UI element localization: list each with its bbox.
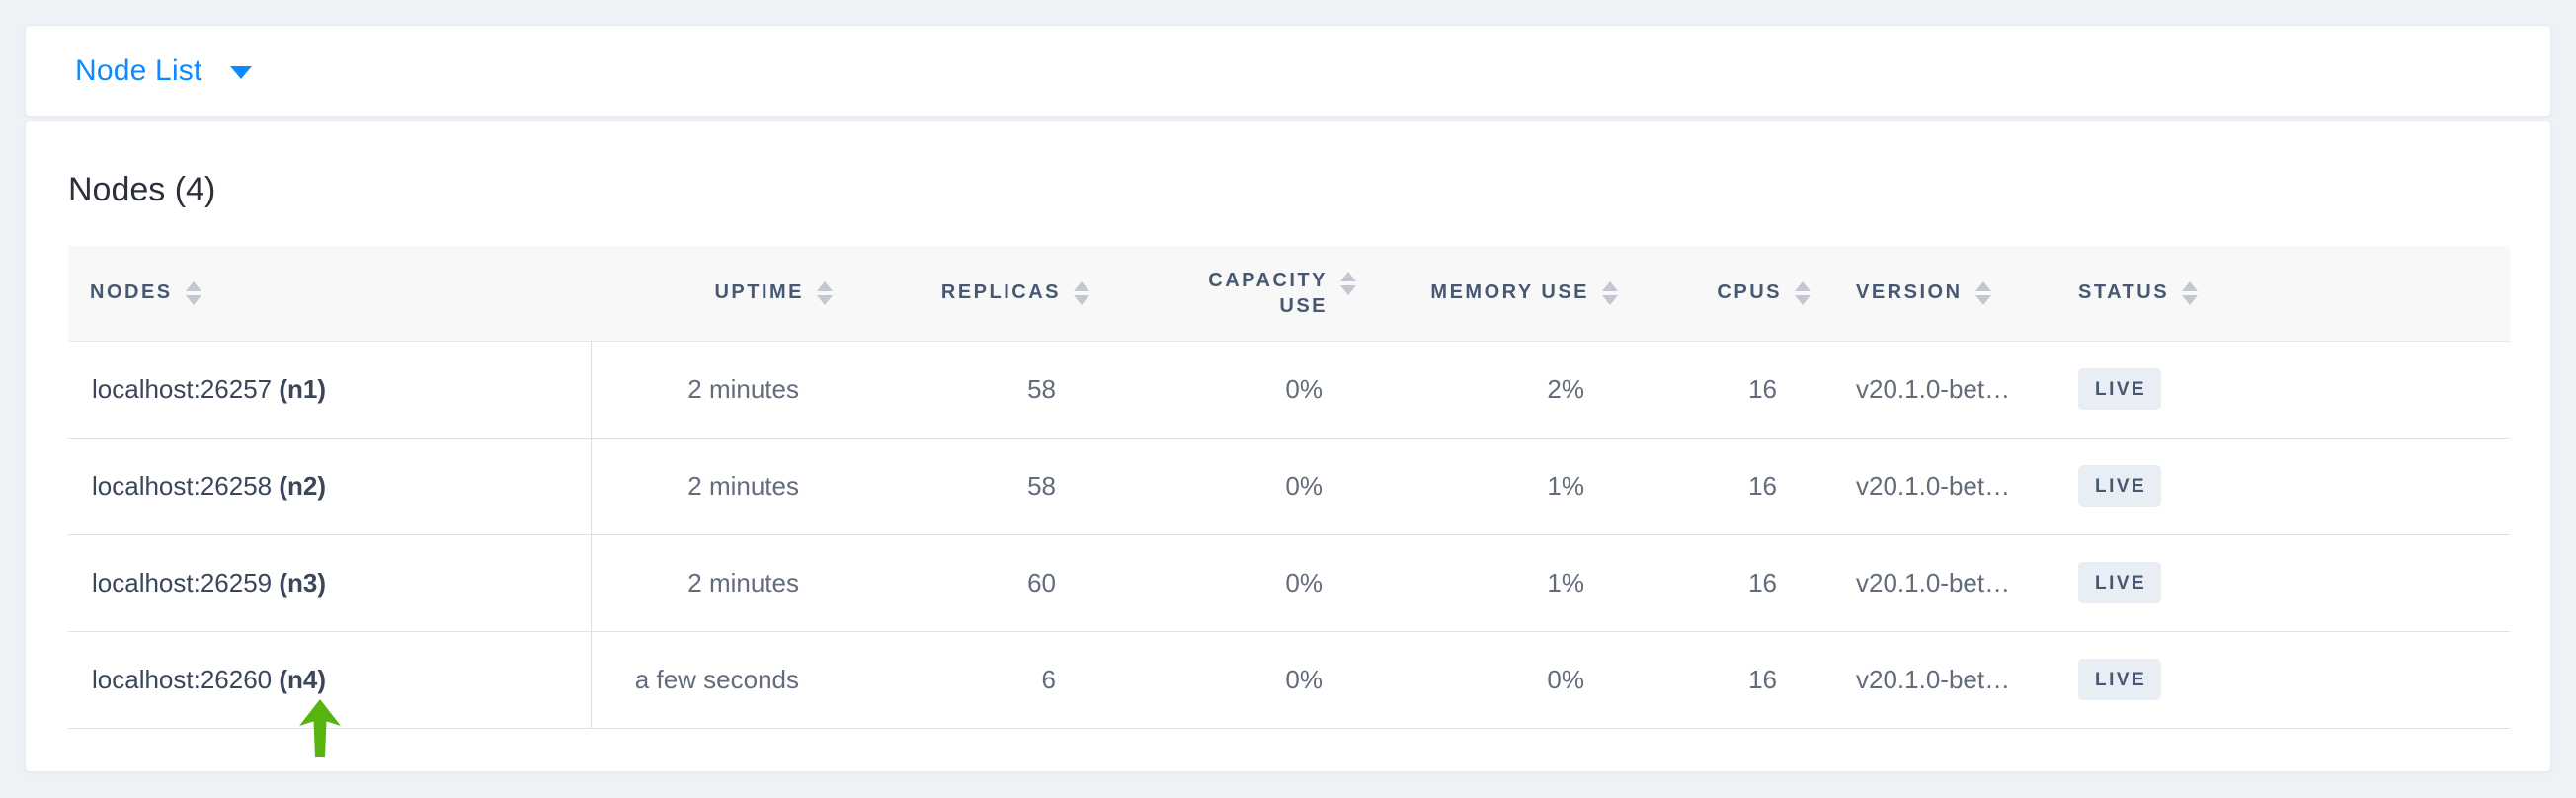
column-header-version[interactable]: VERSION — [1828, 246, 2051, 342]
replicas-cell: 58 — [850, 438, 1107, 535]
memory-use-cell: 1% — [1374, 438, 1636, 535]
status-cell: LIVE — [2051, 631, 2510, 729]
replicas-cell: 6 — [850, 631, 1107, 729]
sort-icon — [185, 280, 201, 305]
nodes-panel: Nodes (4) NODES UPTIME REPLICAS — [25, 120, 2551, 772]
column-header-cpus[interactable]: CPUS — [1636, 246, 1828, 342]
sort-icon — [817, 280, 833, 305]
version-cell: v20.1.0-bet… — [1828, 534, 2051, 632]
cpus-cell: 16 — [1636, 534, 1828, 632]
status-cell: LIVE — [2051, 534, 2510, 632]
capacity-use-cell: 0% — [1107, 438, 1374, 535]
uptime-cell: 2 minutes — [591, 341, 850, 439]
column-header-capacity-use[interactable]: CAPACITY USE — [1107, 246, 1374, 342]
cpus-cell: 16 — [1636, 341, 1828, 439]
table-row: localhost:26259 (n3) 2 minutes 60 0% 1% … — [68, 534, 2510, 632]
chevron-down-icon — [229, 65, 252, 79]
column-header-memory-use[interactable]: MEMORY USE — [1374, 246, 1636, 342]
replicas-cell: 58 — [850, 341, 1107, 439]
memory-use-cell: 1% — [1374, 534, 1636, 632]
page-title: Nodes (4) — [68, 171, 216, 208]
node-list-dropdown[interactable]: Node List — [75, 54, 252, 88]
sort-icon — [1602, 280, 1618, 305]
sort-icon — [1795, 280, 1811, 305]
column-header-nodes[interactable]: NODES — [68, 246, 591, 342]
node-list-dropdown-label: Node List — [75, 53, 202, 87]
status-badge: LIVE — [2078, 659, 2162, 700]
status-cell: LIVE — [2051, 341, 2510, 439]
capacity-use-cell: 0% — [1107, 631, 1374, 729]
cpus-cell: 16 — [1636, 438, 1828, 535]
uptime-cell: a few seconds — [591, 631, 850, 729]
memory-use-cell: 2% — [1374, 341, 1636, 439]
sort-icon — [2182, 280, 2199, 305]
view-selector-bar: Node List — [25, 25, 2551, 117]
version-cell: v20.1.0-bet… — [1828, 438, 2051, 535]
cpus-cell: 16 — [1636, 631, 1828, 729]
sort-icon — [1974, 280, 1991, 305]
node-link[interactable]: localhost:26259 (n3) — [68, 534, 592, 632]
sort-icon — [1074, 280, 1089, 305]
table-header-row: NODES UPTIME REPLICAS CAPACITY USE MEMOR… — [68, 246, 2510, 342]
column-header-replicas[interactable]: REPLICAS — [850, 246, 1107, 342]
status-cell: LIVE — [2051, 438, 2510, 535]
column-header-uptime[interactable]: UPTIME — [591, 246, 850, 342]
capacity-use-cell: 0% — [1107, 534, 1374, 632]
replicas-cell: 60 — [850, 534, 1107, 632]
node-link[interactable]: localhost:26258 (n2) — [68, 438, 592, 535]
column-header-status[interactable]: STATUS — [2051, 246, 2510, 342]
node-id: (n1) — [279, 373, 327, 404]
table-row: localhost:26260 (n4) a few seconds 6 0% … — [68, 631, 2510, 729]
uptime-cell: 2 minutes — [591, 534, 850, 632]
node-link[interactable]: localhost:26257 (n1) — [68, 341, 592, 439]
node-id: (n4) — [279, 664, 327, 694]
table-row: localhost:26257 (n1) 2 minutes 58 0% 2% … — [68, 341, 2510, 439]
sort-icon — [1340, 271, 1356, 295]
annotation-arrow-icon — [299, 699, 341, 757]
status-badge: LIVE — [2078, 465, 2162, 507]
version-cell: v20.1.0-bet… — [1828, 631, 2051, 729]
table-row: localhost:26258 (n2) 2 minutes 58 0% 1% … — [68, 438, 2510, 535]
memory-use-cell: 0% — [1374, 631, 1636, 729]
status-badge: LIVE — [2078, 368, 2162, 410]
version-cell: v20.1.0-bet… — [1828, 341, 2051, 439]
capacity-use-cell: 0% — [1107, 341, 1374, 439]
node-id: (n2) — [279, 470, 327, 501]
status-badge: LIVE — [2078, 562, 2162, 603]
node-id: (n3) — [279, 567, 327, 598]
nodes-table: NODES UPTIME REPLICAS CAPACITY USE MEMOR… — [68, 246, 2510, 729]
uptime-cell: 2 minutes — [591, 438, 850, 535]
